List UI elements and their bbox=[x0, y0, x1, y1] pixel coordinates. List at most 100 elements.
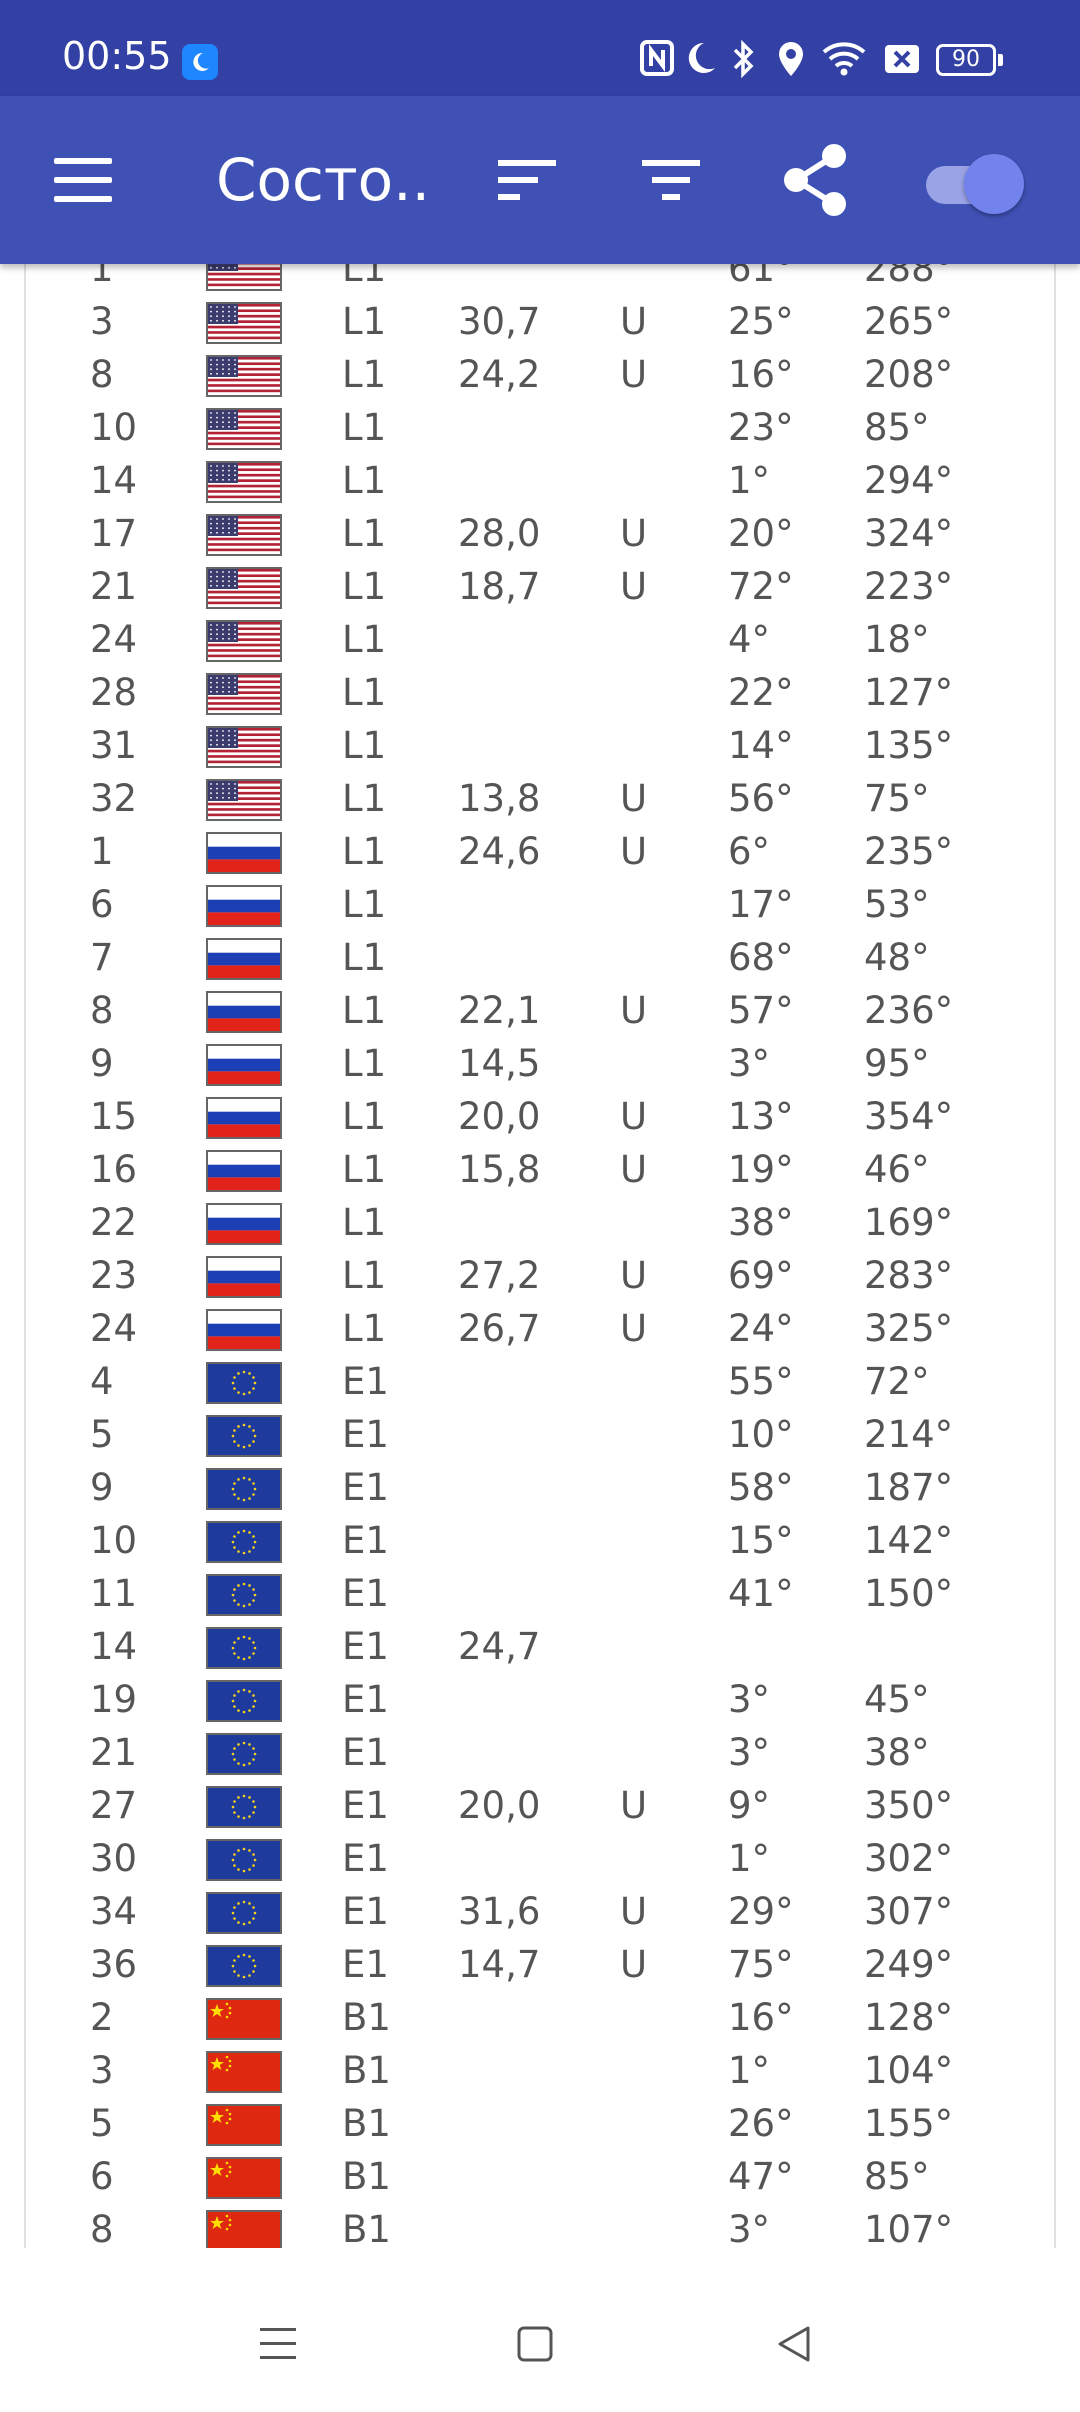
flag-usa-icon bbox=[206, 461, 282, 503]
azimuth-value: 208° bbox=[864, 353, 954, 396]
azimuth-value: 104° bbox=[864, 2049, 954, 2092]
signal-band: L1 bbox=[342, 1148, 387, 1191]
azimuth-value: 128° bbox=[864, 1996, 954, 2039]
azimuth-value: 48° bbox=[864, 936, 930, 979]
nav-home-icon[interactable] bbox=[516, 2322, 556, 2366]
used-in-fix-flag: U bbox=[620, 830, 648, 873]
sort-icon[interactable] bbox=[498, 158, 558, 202]
table-row[interactable]: 3 B1 1° 104° bbox=[26, 2044, 1054, 2097]
flag-eu-icon bbox=[206, 1839, 282, 1881]
elevation-value: 1° bbox=[728, 459, 771, 502]
table-row[interactable]: 24 L1 4° 18° bbox=[26, 613, 1054, 666]
elevation-value: 16° bbox=[728, 1996, 794, 2039]
snr-value: 22,1 bbox=[458, 989, 541, 1032]
elevation-value: 10° bbox=[728, 1413, 794, 1456]
signal-band: L1 bbox=[342, 459, 387, 502]
filter-icon[interactable] bbox=[642, 158, 702, 202]
signal-band: L1 bbox=[342, 353, 387, 396]
elevation-value: 3° bbox=[728, 1731, 771, 1774]
table-row[interactable]: 5 B1 26° 155° bbox=[26, 2097, 1054, 2150]
satellite-id: 5 bbox=[90, 2102, 114, 2145]
table-row[interactable]: 1 L1 24,6 U 6° 235° bbox=[26, 825, 1054, 878]
elevation-value: 20° bbox=[728, 512, 794, 555]
signal-band: L1 bbox=[342, 1201, 387, 1244]
signal-band: L1 bbox=[342, 1254, 387, 1297]
nav-back-icon[interactable] bbox=[774, 2322, 814, 2366]
azimuth-value: 150° bbox=[864, 1572, 954, 1615]
flag-eu-icon bbox=[206, 1574, 282, 1616]
azimuth-value: 46° bbox=[864, 1148, 930, 1191]
table-row[interactable]: 11 E1 41° 150° bbox=[26, 1567, 1054, 1620]
signal-band: L1 bbox=[342, 989, 387, 1032]
table-row[interactable]: 36 E1 14,7 U 75° 249° bbox=[26, 1938, 1054, 1991]
snr-value: 13,8 bbox=[458, 777, 541, 820]
table-row[interactable]: 8 L1 22,1 U 57° 236° bbox=[26, 984, 1054, 1037]
satellite-id: 10 bbox=[90, 1519, 138, 1562]
table-row[interactable]: 8 L1 24,2 U 16° 208° bbox=[26, 348, 1054, 401]
table-row[interactable]: 10 L1 23° 85° bbox=[26, 401, 1054, 454]
satellite-id: 32 bbox=[90, 777, 138, 820]
table-row[interactable]: 7 L1 68° 48° bbox=[26, 931, 1054, 984]
satellite-list[interactable]: 1 L1 61° 288° 3 L1 30,7 U 25° 265° 8 L1 24,2 U 16° 208°… bbox=[24, 264, 1056, 2248]
table-row[interactable]: 3 L1 30,7 U 25° 265° bbox=[26, 295, 1054, 348]
table-row[interactable]: 19 E1 3° 45° bbox=[26, 1673, 1054, 1726]
signal-band: E1 bbox=[342, 1360, 389, 1403]
satellite-id: 34 bbox=[90, 1890, 138, 1933]
table-row[interactable]: 31 L1 14° 135° bbox=[26, 719, 1054, 772]
table-row[interactable]: 6 B1 47° 85° bbox=[26, 2150, 1054, 2203]
flag-china-icon bbox=[206, 2051, 282, 2093]
elevation-value: 3° bbox=[728, 2208, 771, 2248]
flag-eu-icon bbox=[206, 1733, 282, 1775]
used-in-fix-flag: U bbox=[620, 353, 648, 396]
satellite-id: 23 bbox=[90, 1254, 138, 1297]
table-row[interactable]: 21 E1 3° 38° bbox=[26, 1726, 1054, 1779]
azimuth-value: 45° bbox=[864, 1678, 930, 1721]
table-row[interactable]: 14 L1 1° 294° bbox=[26, 454, 1054, 507]
azimuth-value: 354° bbox=[864, 1095, 954, 1138]
table-row[interactable]: 14 E1 24,7 bbox=[26, 1620, 1054, 1673]
table-row[interactable]: 16 L1 15,8 U 19° 46° bbox=[26, 1143, 1054, 1196]
azimuth-value: 249° bbox=[864, 1943, 954, 1986]
azimuth-value: 75° bbox=[864, 777, 930, 820]
table-row[interactable]: 30 E1 1° 302° bbox=[26, 1832, 1054, 1885]
table-row[interactable]: 34 E1 31,6 U 29° 307° bbox=[26, 1885, 1054, 1938]
satellite-id: 9 bbox=[90, 1466, 114, 1509]
table-row[interactable]: 9 L1 14,5 3° 95° bbox=[26, 1037, 1054, 1090]
elevation-value: 75° bbox=[728, 1943, 794, 1986]
flag-russia-icon bbox=[206, 938, 282, 980]
table-row[interactable]: 8 B1 3° 107° bbox=[26, 2203, 1054, 2248]
table-row[interactable]: 2 B1 16° 128° bbox=[26, 1991, 1054, 2044]
satellite-id: 3 bbox=[90, 2049, 114, 2092]
table-row[interactable]: 4 E1 55° 72° bbox=[26, 1355, 1054, 1408]
satellite-id: 19 bbox=[90, 1678, 138, 1721]
satellite-id: 8 bbox=[90, 353, 114, 396]
elevation-value: 69° bbox=[728, 1254, 794, 1297]
azimuth-value: 283° bbox=[864, 1254, 954, 1297]
table-row[interactable]: 17 L1 28,0 U 20° 324° bbox=[26, 507, 1054, 560]
table-row[interactable]: 6 L1 17° 53° bbox=[26, 878, 1054, 931]
azimuth-value: 236° bbox=[864, 989, 954, 1032]
menu-icon[interactable] bbox=[54, 158, 112, 202]
table-row[interactable]: 5 E1 10° 214° bbox=[26, 1408, 1054, 1461]
table-row[interactable]: 28 L1 22° 127° bbox=[26, 666, 1054, 719]
table-row[interactable]: 24 L1 26,7 U 24° 325° bbox=[26, 1302, 1054, 1355]
table-row[interactable]: 21 L1 18,7 U 72° 223° bbox=[26, 560, 1054, 613]
share-icon[interactable] bbox=[780, 142, 850, 218]
nav-menu-icon[interactable] bbox=[258, 2322, 298, 2366]
azimuth-value: 265° bbox=[864, 300, 954, 343]
wifi-icon bbox=[822, 42, 866, 76]
satellite-id: 6 bbox=[90, 2155, 114, 2198]
signal-band: L1 bbox=[342, 618, 387, 661]
table-row[interactable]: 27 E1 20,0 U 9° 350° bbox=[26, 1779, 1054, 1832]
azimuth-value: 187° bbox=[864, 1466, 954, 1509]
table-row[interactable]: 23 L1 27,2 U 69° 283° bbox=[26, 1249, 1054, 1302]
used-in-fix-flag: U bbox=[620, 512, 648, 555]
table-row[interactable]: 15 L1 20,0 U 13° 354° bbox=[26, 1090, 1054, 1143]
table-row[interactable]: 1 L1 61° 288° bbox=[26, 264, 1054, 295]
table-row[interactable]: 32 L1 13,8 U 56° 75° bbox=[26, 772, 1054, 825]
table-row[interactable]: 22 L1 38° 169° bbox=[26, 1196, 1054, 1249]
toggle-switch[interactable] bbox=[964, 154, 1024, 214]
table-row[interactable]: 9 E1 58° 187° bbox=[26, 1461, 1054, 1514]
signal-band: L1 bbox=[342, 724, 387, 767]
table-row[interactable]: 10 E1 15° 142° bbox=[26, 1514, 1054, 1567]
